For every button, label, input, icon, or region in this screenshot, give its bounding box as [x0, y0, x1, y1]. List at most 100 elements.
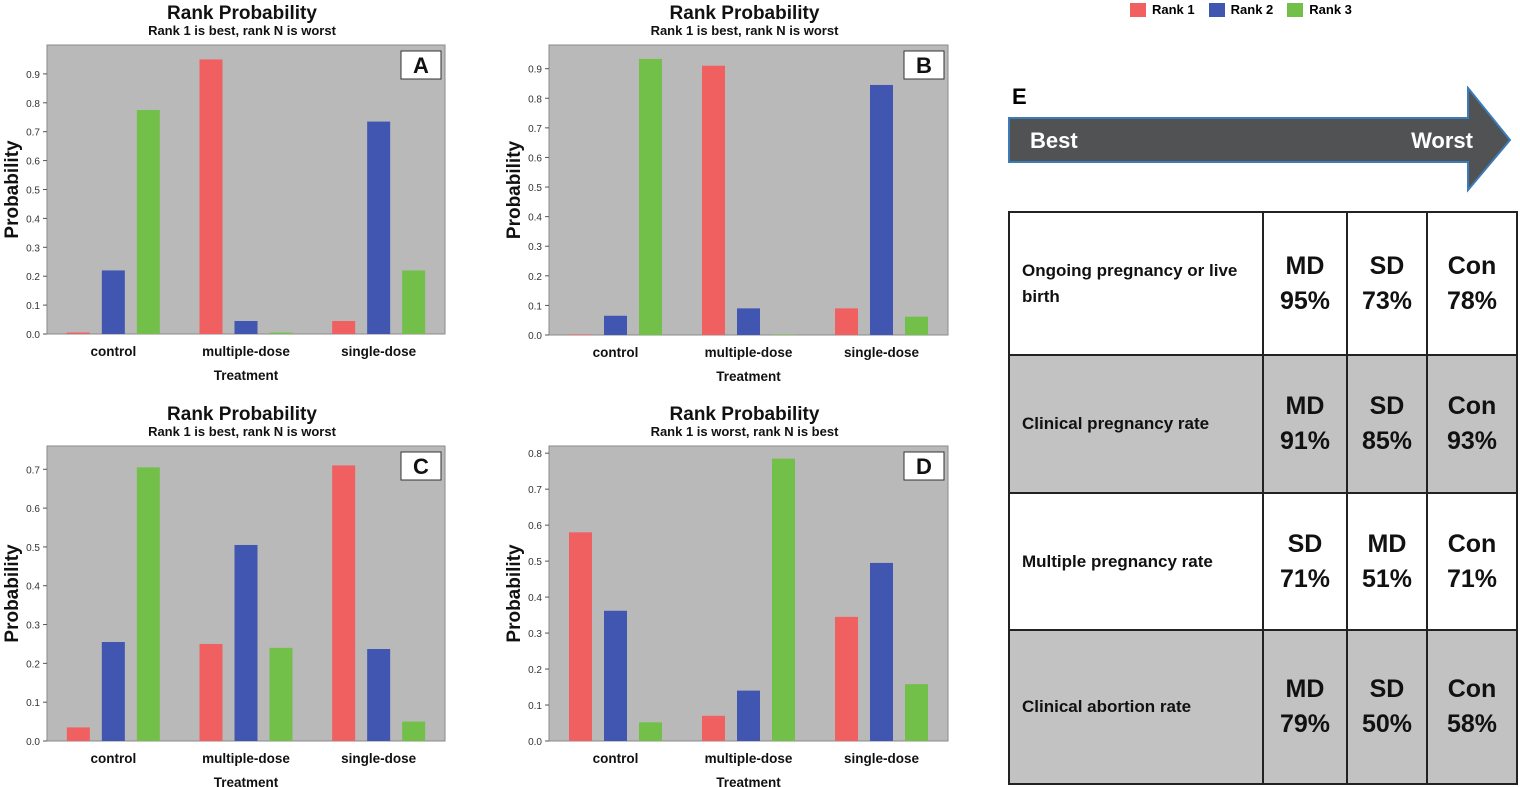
y-tick-label: 0.6 — [26, 157, 40, 168]
treatment-name: SD — [1369, 252, 1405, 280]
bar-rank1-single-dose — [835, 308, 858, 335]
outcome-ranking-table: Ongoing pregnancy or live birth MD 95% SD… — [1008, 211, 1518, 785]
y-tick-label: 0.1 — [528, 301, 542, 312]
y-tick-label: 0.2 — [528, 272, 542, 283]
bar-rank2-control — [101, 642, 125, 741]
x-tick-label: control — [90, 344, 136, 359]
rank-cell: MD 91% — [1264, 356, 1348, 492]
y-tick-label: 0.1 — [26, 301, 40, 312]
bar-rank2-single-dose — [870, 84, 893, 336]
panel-letter: D — [916, 454, 932, 479]
y-tick-label: 0.4 — [26, 214, 40, 225]
x-tick-label: single-dose — [844, 751, 920, 766]
bar-rank2-multiple-dose — [737, 690, 760, 741]
bar-rank3-multiple-dose — [269, 332, 293, 334]
rank-cell: SD 71% — [1264, 494, 1348, 629]
y-tick-label: 0.2 — [26, 659, 40, 670]
rank-cell: MD 95% — [1264, 213, 1348, 355]
bar-rank1-multiple-dose — [199, 643, 223, 741]
y-tick-label: 0.0 — [26, 330, 40, 341]
y-tick-label: 0.4 — [528, 213, 542, 224]
y-tick-label: 0.5 — [26, 543, 40, 554]
y-axis-label: Probability — [2, 140, 23, 239]
bar-rank1-control — [569, 334, 592, 335]
y-tick-label: 0.5 — [528, 183, 542, 194]
panel-letter-box — [903, 50, 945, 80]
bar-rank3-control — [136, 110, 160, 335]
bar-rank3-single-dose — [402, 270, 426, 334]
bar-rank2-multiple-dose — [234, 320, 258, 334]
y-tick-label: 0.7 — [528, 485, 542, 496]
rank-cell: Con 58% — [1428, 631, 1516, 783]
treatment-pct: 95% — [1279, 287, 1331, 315]
treatment-pct: 85% — [1361, 427, 1413, 455]
y-tick-label: 0.7 — [26, 465, 40, 476]
panel-letter-box — [903, 451, 945, 481]
treatment-pct: 78% — [1446, 287, 1498, 315]
bar-rank1-multiple-dose — [702, 65, 725, 335]
chart-title: Rank Probability — [670, 3, 820, 24]
y-tick-label: 0.5 — [26, 186, 40, 197]
panel-e-label: E — [1012, 84, 1027, 109]
bar-rank1-multiple-dose — [199, 59, 223, 334]
x-axis-label: Treatment — [716, 775, 781, 787]
rank-cell: SD 73% — [1348, 213, 1428, 355]
bar-rank2-control — [101, 270, 125, 334]
y-tick-label: 0.3 — [528, 242, 542, 253]
row-divider — [1010, 492, 1516, 494]
x-tick-label: single-dose — [341, 751, 417, 766]
bar-rank1-single-dose — [332, 320, 356, 334]
y-tick-label: 0.6 — [528, 521, 542, 532]
treatment-pct: 71% — [1446, 564, 1498, 593]
treatment-name: Con — [1447, 392, 1497, 420]
legend-swatch-rank3 — [1287, 2, 1304, 17]
bar-rank1-control — [569, 532, 592, 741]
treatment-name: SD — [1369, 675, 1405, 703]
bar-rank2-control — [604, 315, 627, 335]
chart-subtitle: Rank 1 is best, rank N is worst — [651, 23, 840, 38]
x-tick-label: multiple-dose — [202, 344, 290, 359]
y-tick-label: 0.0 — [26, 737, 40, 748]
panel-letter-box — [400, 50, 442, 80]
treatment-name: Con — [1447, 675, 1497, 703]
legend-label-rank3: Rank 3 — [1309, 2, 1352, 17]
y-axis-label: Probability — [504, 140, 525, 239]
bar-rank3-single-dose — [905, 684, 928, 741]
rank-cell: MD 51% — [1348, 494, 1428, 629]
legend-swatch-rank1 — [1130, 2, 1146, 17]
y-tick-label: 0.8 — [528, 449, 542, 460]
treatment-pct: 91% — [1279, 427, 1331, 455]
x-tick-label: single-dose — [844, 345, 920, 360]
x-tick-label: control — [90, 751, 136, 766]
y-tick-label: 0.8 — [528, 94, 542, 105]
y-tick-label: 0.2 — [528, 665, 542, 676]
treatment-pct: 50% — [1361, 710, 1413, 738]
treatment-name: MD — [1285, 252, 1325, 280]
legend-label-rank1: Rank 1 — [1152, 2, 1195, 17]
y-tick-label: 0.7 — [528, 124, 542, 135]
rank-cell: SD 50% — [1348, 631, 1428, 783]
x-axis-label: Treatment — [716, 369, 781, 384]
y-tick-label: 0.3 — [26, 243, 40, 254]
rank-cell: SD 85% — [1348, 356, 1428, 492]
chart-title: Rank Probability — [670, 404, 820, 425]
arrow-shape — [1008, 86, 1512, 193]
treatment-pct: 79% — [1279, 710, 1331, 738]
treatment-pct: 73% — [1361, 287, 1413, 315]
treatment-name: Con — [1447, 529, 1497, 558]
bar-rank2-multiple-dose — [737, 308, 760, 335]
treatment-pct: 51% — [1361, 564, 1413, 593]
y-tick-label: 0.6 — [26, 504, 40, 515]
treatment-name: SD — [1369, 392, 1405, 420]
y-tick-label: 0.2 — [26, 272, 40, 283]
rank-cell: MD 79% — [1264, 631, 1348, 783]
x-tick-label: single-dose — [341, 344, 417, 359]
legend-item-rank3: Rank 3 — [1287, 2, 1352, 17]
outcome-label: Multiple pregnancy rate — [1010, 494, 1264, 629]
panel-letter: B — [916, 53, 932, 78]
bar-rank1-single-dose — [835, 616, 858, 741]
x-tick-label: control — [593, 751, 639, 766]
